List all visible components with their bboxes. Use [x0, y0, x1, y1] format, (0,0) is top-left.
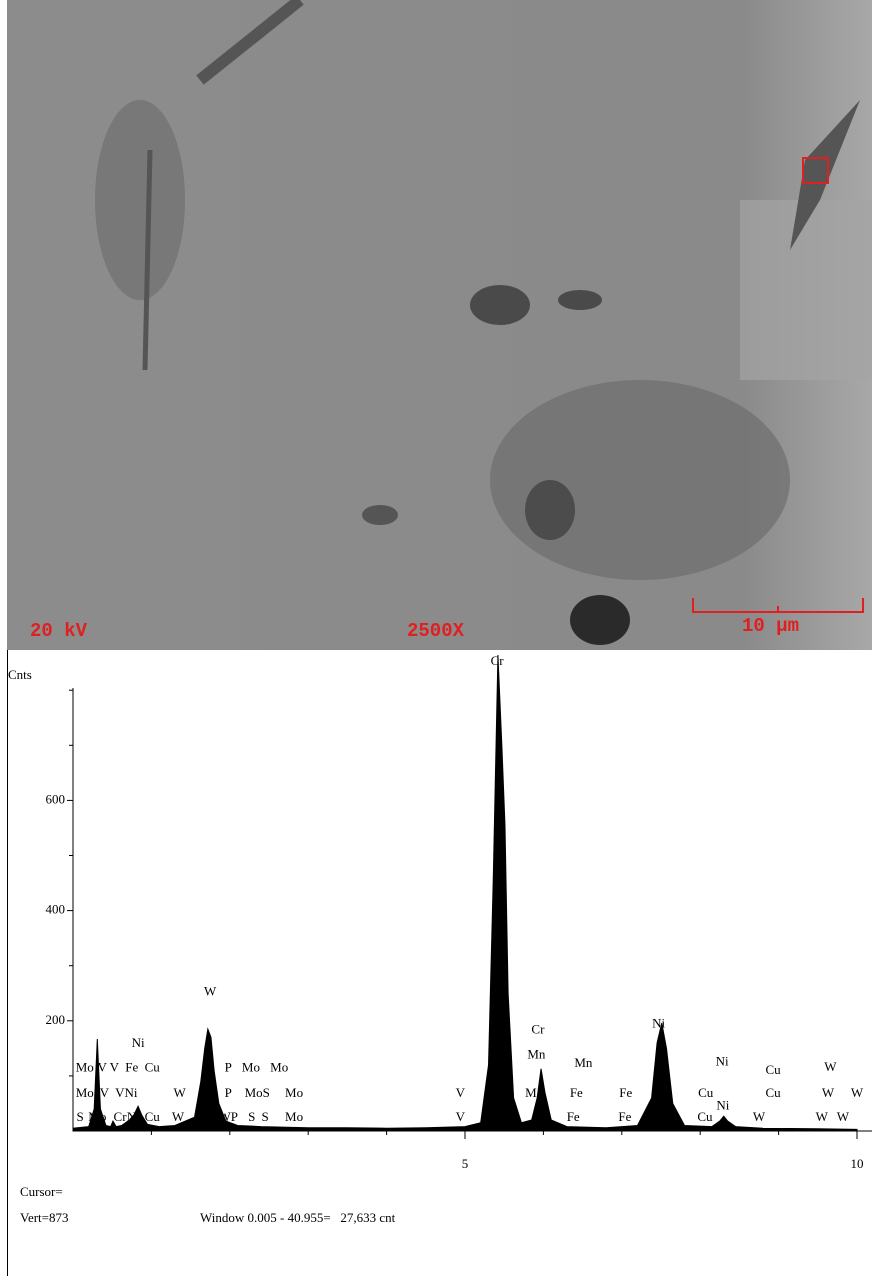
element-label: W [172, 1109, 185, 1124]
element-label: Cr [491, 653, 505, 668]
element-label: V [456, 1085, 466, 1100]
element-label: Ni [132, 1035, 145, 1050]
x-tick-label: 5 [462, 1156, 469, 1171]
element-label: Cr [114, 1109, 128, 1124]
element-label: S [76, 1109, 83, 1124]
element-label: Cu [145, 1109, 161, 1124]
element-label: Mn [574, 1055, 593, 1070]
element-label: Ni [716, 1098, 729, 1113]
element-label: Fe [567, 1109, 580, 1124]
element-label: Mo [285, 1085, 303, 1100]
element-label: Mo [88, 1109, 106, 1124]
page: 20 kV 2500X 10 µm Cnts Cursor= Vert=873 … [0, 0, 872, 1276]
element-label: M [525, 1085, 537, 1100]
element-label: V [645, 1109, 655, 1124]
y-tick-label: 400 [46, 902, 66, 917]
element-label: W [199, 1109, 212, 1124]
element-label: Mo [242, 1060, 260, 1075]
element-label: Fe [570, 1085, 583, 1100]
x-tick-label: 10 [851, 1156, 864, 1171]
window-text: Window 0.005 - 40.955= 27,633 cnt [200, 1210, 396, 1225]
element-label: W [753, 1109, 766, 1124]
element-label: Mn [527, 1047, 546, 1062]
element-label: W [816, 1109, 829, 1124]
element-label: Fe [619, 1085, 632, 1100]
sem-scale: 10 µm [742, 615, 799, 637]
element-label: Fe [125, 1060, 138, 1075]
sem-image: 20 kV 2500X 10 µm [7, 0, 872, 650]
element-label: Cr [531, 1022, 545, 1037]
element-label: VNi [115, 1085, 138, 1100]
element-label: P [225, 1060, 232, 1075]
element-label: Mo [270, 1060, 288, 1075]
element-label: Mo [285, 1109, 303, 1124]
element-label: Ni [127, 1109, 140, 1124]
element-label: Cu [145, 1060, 161, 1075]
y-axis-label: Cnts [8, 667, 32, 682]
element-label: WP [218, 1109, 238, 1124]
element-label: S [261, 1109, 268, 1124]
element-label: W [822, 1085, 835, 1100]
sem-magnification: 2500X [407, 620, 465, 642]
element-label: W [851, 1085, 864, 1100]
element-label: P [225, 1085, 232, 1100]
element-label: MoS [245, 1085, 270, 1100]
element-label: V [456, 1109, 466, 1124]
element-label: Fe [618, 1109, 631, 1124]
element-label: Cu [766, 1062, 782, 1077]
element-label: Cu [697, 1109, 713, 1124]
y-tick-label: 200 [46, 1012, 66, 1027]
element-label: Cu [766, 1085, 782, 1100]
element-label: W [824, 1059, 837, 1074]
element-label: S [248, 1109, 255, 1124]
element-label: W [837, 1109, 850, 1124]
sem-voltage: 20 kV [30, 620, 88, 642]
element-label: W [204, 984, 217, 999]
cursor-text: Cursor= [20, 1184, 63, 1199]
vert-text: Vert=873 [20, 1210, 69, 1225]
element-label: Ni [716, 1054, 729, 1069]
element-label: W [173, 1085, 186, 1100]
spectrum-area [73, 655, 857, 1131]
element-label: Mo [76, 1060, 94, 1075]
element-label: Cu [698, 1085, 714, 1100]
element-label: Mo [76, 1085, 94, 1100]
element-label: V V [97, 1060, 119, 1075]
element-label: V [100, 1085, 110, 1100]
y-tick-label: 600 [46, 791, 66, 806]
element-label: Ni [652, 1016, 665, 1031]
